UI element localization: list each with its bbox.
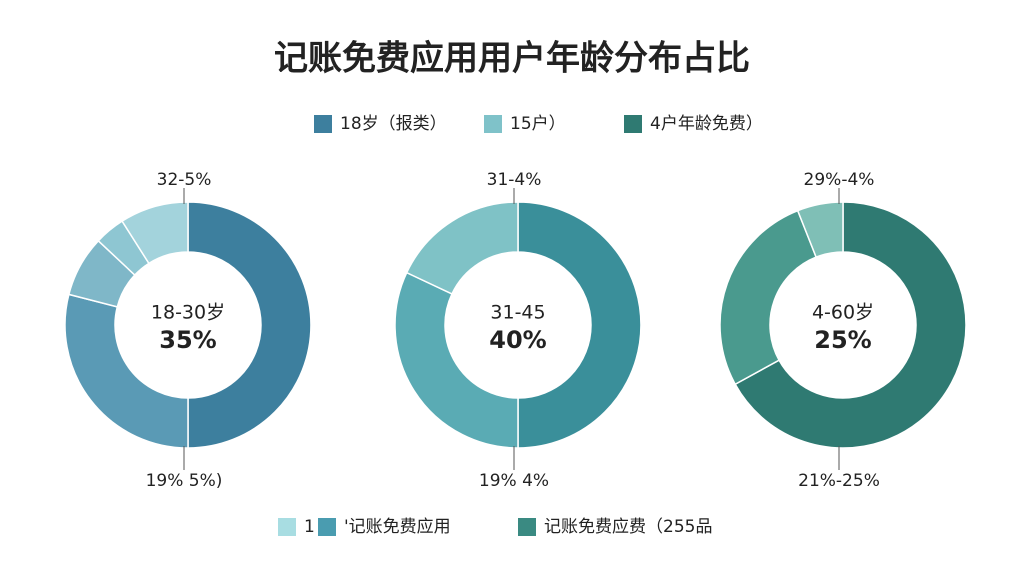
legend-swatch (518, 518, 536, 536)
center-label: 18-30岁 (151, 302, 225, 324)
legend-label: 18岁（报类） (340, 114, 447, 134)
top-note: 29%-4% (804, 170, 875, 190)
donut-segment (394, 271, 519, 449)
center-label: 31-45 (490, 302, 545, 324)
legend-swatch (318, 518, 336, 536)
legend-label: 15户） (510, 114, 566, 134)
donut-segment (121, 201, 189, 265)
legend-swatch (314, 115, 332, 133)
bottom-note: 21%-25% (798, 471, 880, 491)
donut-segment (517, 201, 642, 449)
legend-swatch (624, 115, 642, 133)
top-note: 32-5% (157, 170, 212, 190)
donut-segment (405, 201, 519, 295)
legend-swatch (484, 115, 502, 133)
donut-segment (719, 209, 818, 386)
donut-segment (796, 201, 844, 259)
donut-segment (734, 201, 967, 449)
center-value: 25% (814, 326, 871, 354)
legend-swatch (278, 518, 296, 536)
donut-segment (187, 201, 312, 449)
legend-label: '记账免费应用 (344, 517, 451, 537)
center-value: 35% (159, 326, 216, 354)
top-note: 31-4% (487, 170, 542, 190)
center-value: 40% (489, 326, 546, 354)
bottom-note: 19% 4% (479, 471, 549, 491)
bottom-note: 19% 5%) (146, 471, 223, 491)
chart-title: 记账免费应用用户年龄分布占比 (274, 39, 750, 79)
legend-label: 4户年龄免费） (650, 114, 763, 134)
legend-label: 1 (304, 517, 315, 537)
donut-segment (64, 293, 189, 449)
center-label: 4-60岁 (812, 302, 874, 324)
legend-label: 记账免费应费（255品 (544, 517, 712, 537)
